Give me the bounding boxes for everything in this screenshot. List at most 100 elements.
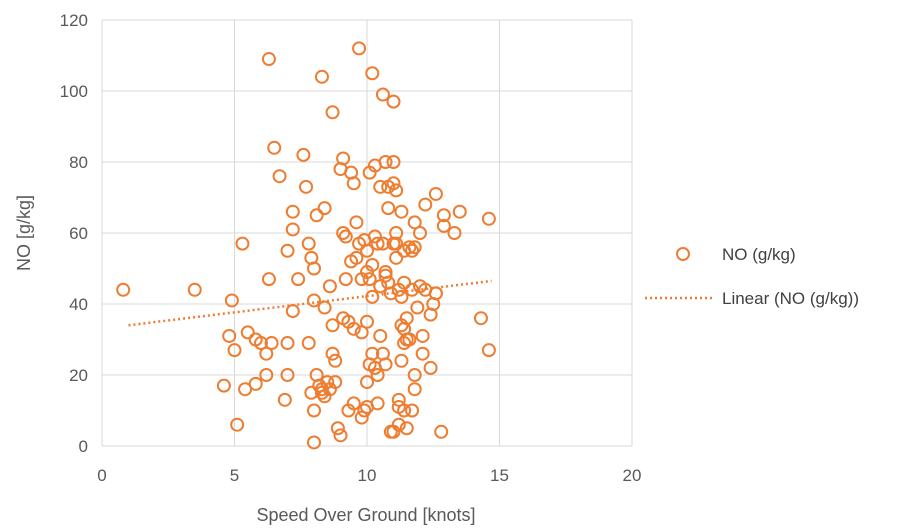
data-point xyxy=(277,392,292,407)
data-point xyxy=(386,94,401,109)
data-point xyxy=(436,208,451,223)
data-point xyxy=(227,343,242,358)
legend-label-linear: Linear (NO (g/kg)) xyxy=(722,289,859,308)
data-point xyxy=(325,105,340,120)
data-point xyxy=(373,279,388,294)
data-point xyxy=(254,336,268,351)
data-point xyxy=(423,360,438,375)
data-point xyxy=(367,229,382,244)
data-point xyxy=(360,243,374,258)
data-point xyxy=(375,236,390,251)
trendline xyxy=(128,279,492,327)
data-point xyxy=(285,204,300,219)
data-point xyxy=(410,300,425,315)
data-point xyxy=(413,226,427,240)
data-point xyxy=(381,201,396,216)
data-point xyxy=(389,236,404,251)
data-point xyxy=(338,229,353,244)
data-point xyxy=(378,268,393,283)
data-point xyxy=(336,226,351,240)
data-point xyxy=(325,318,340,333)
data-point xyxy=(307,293,321,308)
data-point xyxy=(346,321,361,336)
data-point xyxy=(365,257,380,272)
data-point xyxy=(407,215,422,230)
data-point xyxy=(338,272,353,287)
data-point xyxy=(407,240,422,255)
data-point xyxy=(238,382,253,397)
y-tick-label: 40 xyxy=(69,295,88,314)
data-point xyxy=(317,300,332,315)
data-point xyxy=(309,208,324,223)
data-point xyxy=(261,52,276,67)
data-point xyxy=(354,410,369,425)
y-tick-label: 20 xyxy=(69,366,88,385)
y-axis-tick-labels: 0 20 40 60 80 100 120 xyxy=(60,11,88,456)
data-point xyxy=(285,222,300,237)
data-point xyxy=(386,155,401,169)
data-point xyxy=(301,236,316,251)
data-point xyxy=(272,169,287,184)
x-axis-title: Speed Over Ground [knots] xyxy=(256,505,475,525)
data-point xyxy=(222,328,237,343)
data-point xyxy=(320,375,335,390)
data-point xyxy=(264,336,279,351)
data-point xyxy=(224,293,239,308)
data-point xyxy=(370,396,385,411)
legend-marker-no xyxy=(676,247,690,261)
y-axis-title: NO [g/kg] xyxy=(14,195,34,271)
data-point xyxy=(418,197,433,212)
x-tick-label: 15 xyxy=(490,466,509,485)
data-point xyxy=(378,155,393,169)
data-point xyxy=(378,357,393,372)
data-point xyxy=(407,382,422,397)
data-point xyxy=(407,368,422,382)
data-point xyxy=(354,325,369,340)
x-axis-tick-labels: 0 5 10 15 20 xyxy=(97,466,641,485)
data-point xyxy=(365,66,380,81)
data-point xyxy=(322,279,337,294)
data-point xyxy=(434,424,449,439)
legend: NO (g/kg) Linear (NO (g/kg)) xyxy=(645,245,859,308)
data-point xyxy=(259,346,274,361)
x-tick-label: 20 xyxy=(623,466,642,485)
data-point xyxy=(307,403,321,418)
data-point xyxy=(436,218,451,233)
data-point xyxy=(280,368,295,382)
data-point xyxy=(386,176,401,191)
data-point xyxy=(267,140,282,155)
data-point xyxy=(230,417,245,432)
y-tick-label: 80 xyxy=(69,153,88,172)
legend-label-no: NO (g/kg) xyxy=(722,245,796,264)
data-point xyxy=(394,353,409,368)
data-point xyxy=(325,346,340,361)
x-tick-label: 0 xyxy=(97,466,106,485)
data-point xyxy=(447,226,462,240)
data-point xyxy=(399,311,414,326)
data-point xyxy=(370,368,385,382)
data-point xyxy=(280,336,295,351)
data-point xyxy=(307,261,321,276)
data-point xyxy=(389,250,404,265)
data-point xyxy=(360,314,374,329)
data-point xyxy=(261,272,276,287)
trendline-layer xyxy=(128,279,492,327)
data-point xyxy=(397,403,412,418)
data-point xyxy=(301,336,316,351)
data-point xyxy=(349,250,364,265)
data-point xyxy=(187,282,202,297)
data-point xyxy=(336,151,351,166)
data-point xyxy=(248,376,263,391)
data-point xyxy=(391,417,406,432)
data-point xyxy=(346,176,361,191)
data-point xyxy=(360,375,374,390)
data-point xyxy=(428,286,443,301)
data-point xyxy=(428,186,443,201)
data-point xyxy=(473,311,488,326)
gridlines xyxy=(101,19,633,447)
data-point xyxy=(373,328,388,343)
data-point xyxy=(370,236,385,251)
data-point xyxy=(362,272,377,287)
data-point xyxy=(296,147,311,162)
